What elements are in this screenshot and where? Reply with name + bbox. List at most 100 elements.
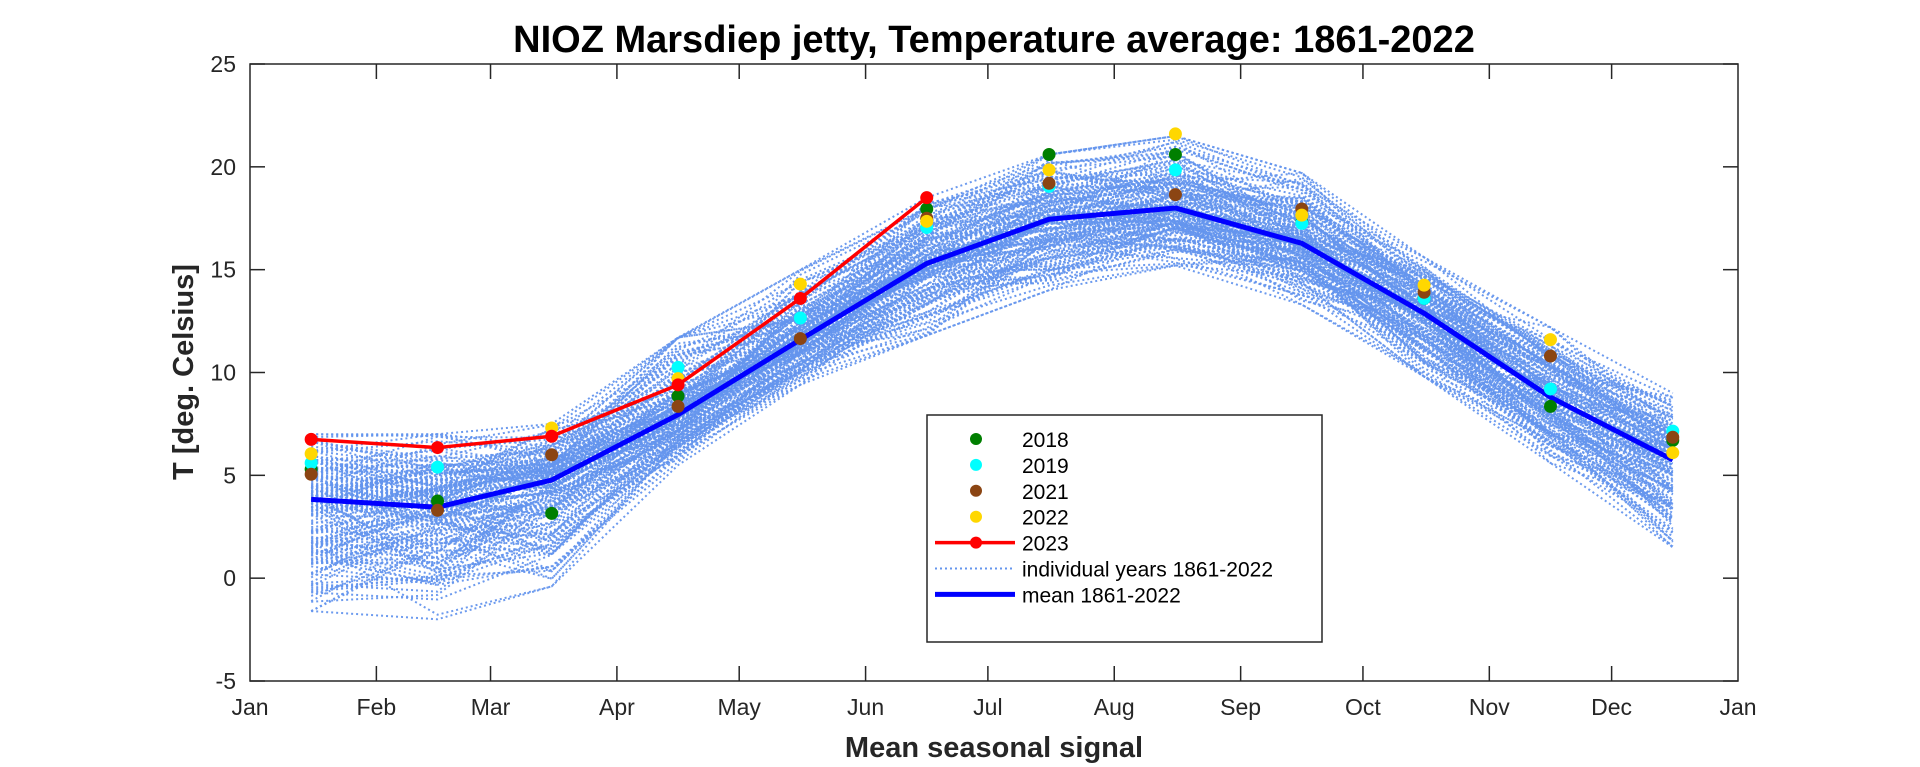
individual-year-line: [311, 226, 1674, 565]
marker-2023: [671, 378, 685, 392]
marker-2022: [304, 447, 318, 461]
x-tick-label: Jan: [1719, 694, 1756, 720]
marker-2023: [920, 191, 934, 205]
individual-year-line: [310, 179, 1674, 512]
marker-2018: [1168, 147, 1182, 161]
mean-line-layer: [310, 205, 1674, 510]
individual-year-line: [310, 227, 1674, 587]
individual-year-line: [311, 134, 1674, 436]
y-tick-label: 5: [223, 462, 236, 488]
x-tick-label: Jan: [231, 694, 268, 720]
legend: 2018 2019 2021 2022 2023 individual years 186…: [926, 414, 1323, 643]
y-tick-label: 10: [210, 360, 236, 386]
individual-year-line: [311, 212, 1674, 573]
marker-2018: [431, 494, 445, 508]
legend-label: 2023: [1022, 533, 1069, 556]
x-axis-label: Mean seasonal signal: [845, 732, 1143, 764]
legend-label: 2021: [1022, 481, 1069, 504]
individual-year-line: [310, 205, 1674, 575]
individual-year-line: [310, 238, 1674, 557]
individual-year-line: [311, 227, 1674, 593]
legend-item: 2022: [970, 507, 1069, 530]
marker-2022: [1168, 127, 1182, 141]
individual-year-line: [311, 237, 1674, 537]
legend-item: 2019: [970, 455, 1069, 478]
individual-year-line: [311, 209, 1674, 558]
marker-2021: [671, 399, 685, 413]
legend-item: 2023: [935, 533, 1069, 556]
individual-year-line: [310, 247, 1674, 565]
legend-item: individual years 1861-2022: [935, 559, 1273, 582]
marker-2022: [1042, 163, 1056, 177]
x-tick-label: Feb: [357, 694, 397, 720]
individual-year-line: [311, 199, 1674, 488]
marker-2021: [1168, 188, 1182, 202]
legend-label: 2018: [1022, 429, 1069, 452]
marker-2021: [1543, 349, 1557, 363]
legend-marker-icon: [970, 458, 982, 471]
marker-2022: [1417, 278, 1431, 292]
individual-year-line: [311, 164, 1674, 496]
x-tick-label: Dec: [1591, 694, 1632, 720]
y-tick-label: 0: [223, 565, 236, 591]
x-axis: Jan Feb Mar Apr May Jun Jul Aug Sep Oct Nov Dec Jan: [231, 64, 1757, 720]
marker-2019: [431, 460, 445, 474]
legend-marker-icon: [970, 484, 982, 497]
marker-2021: [793, 332, 807, 346]
marker-2021: [1666, 430, 1680, 444]
individual-year-line: [311, 204, 1674, 512]
individual-year-line: [310, 214, 1674, 556]
marker-2018: [920, 202, 934, 216]
individual-year-line: [310, 170, 1674, 497]
legend-item: 2018: [970, 429, 1069, 452]
legend-item: 2021: [970, 481, 1069, 504]
y-axis-label: T [deg. Celsius]: [168, 264, 200, 480]
individual-year-line: [311, 208, 1674, 497]
marker-2023: [793, 291, 807, 305]
individual-year-line: [310, 230, 1674, 612]
individual-year-line: [311, 145, 1674, 460]
legend-marker-icon: [970, 433, 982, 445]
marker-2018: [545, 506, 559, 520]
individual-year-line: [311, 192, 1674, 490]
marker-2019: [1168, 163, 1182, 177]
legend-marker-icon: [970, 510, 982, 523]
x-tick-label: Sep: [1220, 694, 1261, 720]
year-2023-line: [311, 196, 928, 450]
marker-2021: [304, 467, 318, 481]
individual-year-line: [311, 134, 1674, 468]
individual-year-line: [311, 248, 1674, 521]
marker-2021: [1042, 176, 1056, 190]
legend-box: [926, 414, 1323, 643]
x-tick-label: Aug: [1094, 694, 1135, 720]
individual-year-line: [311, 215, 1674, 556]
individual-year-line: [310, 208, 1674, 542]
individual-year-line: [311, 232, 1674, 510]
marker-2019: [304, 456, 318, 470]
individual-year-line: [311, 175, 1674, 475]
individual-year-line: [311, 201, 1674, 512]
individual-year-line: [311, 229, 1674, 603]
individual-year-line: [310, 188, 1674, 552]
individual-year-line: [311, 179, 1674, 478]
x-tick-label: Oct: [1345, 694, 1381, 720]
marker-2019: [793, 311, 807, 325]
marker-2018: [1042, 147, 1056, 161]
marker-2022: [1295, 208, 1309, 222]
marker-2022: [1666, 446, 1680, 460]
legend-marker-icon: [970, 536, 982, 549]
individual-year-line: [311, 185, 1674, 505]
marker-2022: [793, 277, 807, 291]
individual-year-line: [310, 172, 1674, 488]
individual-year-line: [311, 248, 1674, 540]
individual-year-line: [311, 241, 1674, 545]
individual-year-line: [311, 189, 1674, 492]
individual-year-line: [310, 188, 1674, 481]
x-tick-label: Nov: [1469, 694, 1510, 720]
y-tick-label: 20: [210, 154, 236, 180]
marker-2021: [431, 503, 445, 517]
individual-year-line: [311, 196, 1674, 498]
individual-year-line: [311, 190, 1674, 550]
x-tick-label: Jun: [847, 694, 884, 720]
